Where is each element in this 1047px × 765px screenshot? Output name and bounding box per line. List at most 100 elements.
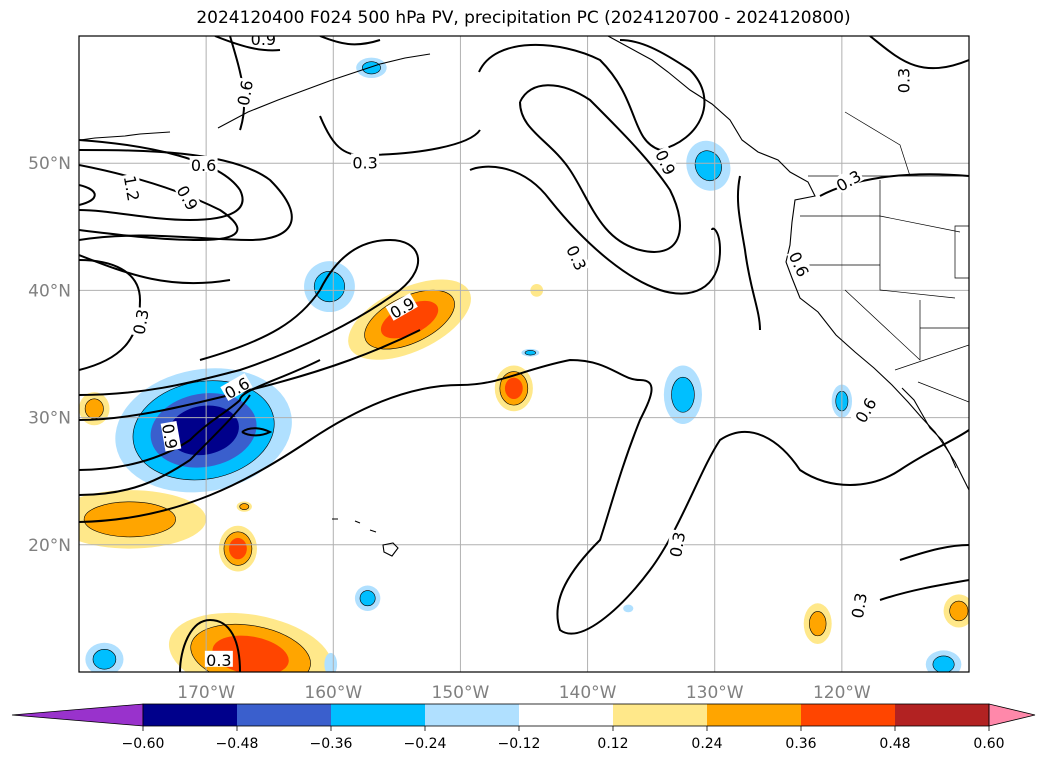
colorbar-segment <box>143 704 238 726</box>
pv-contour-label-bg <box>249 36 278 47</box>
pv-contour-label-text: 0.9 <box>251 30 276 49</box>
precip-anomaly-blob <box>85 642 124 672</box>
pv-contour-label-bg <box>786 247 814 280</box>
alaska-peninsula-coast <box>217 53 431 129</box>
colorbar-outline <box>142 703 990 727</box>
pv-contour <box>819 173 969 197</box>
longitude-label: 120°W <box>813 683 871 703</box>
pv-contour-label-text: 0.9 <box>158 422 181 450</box>
colorbar-segment <box>519 704 614 726</box>
pv-contour-label-text: 0.3 <box>130 308 153 336</box>
pv-contour <box>319 36 381 46</box>
pv-contour <box>478 39 706 152</box>
north-america-coastline <box>607 36 969 491</box>
pv-contour <box>879 579 969 601</box>
precip-level-shell <box>671 376 695 413</box>
precip-anomaly-blob <box>218 525 257 572</box>
baja-california-coastline <box>901 387 957 469</box>
precip-level-shell <box>229 537 247 560</box>
pv-contour <box>79 358 969 635</box>
precip-anomaly-blob <box>943 594 969 628</box>
pv-contour-label: 0.6 <box>233 77 257 108</box>
pv-contour <box>79 394 251 496</box>
latitude-label: 20°N <box>28 536 71 556</box>
pv-contour-label: 0.3 <box>204 650 233 670</box>
longitude-label: 130°W <box>686 683 744 703</box>
precip-anomaly-blob <box>623 604 634 613</box>
colorbar-tick-label: 0.12 <box>597 736 628 752</box>
precip-level-shell <box>359 590 376 607</box>
pv-contour-label-bg <box>220 373 253 401</box>
pv-contour-label: 0.3 <box>894 66 913 95</box>
pv-contour-label-text: 1.2 <box>120 174 143 202</box>
pv-contour <box>179 618 241 672</box>
pv-contour-label: 0.6 <box>189 156 218 175</box>
precip-level-shell <box>313 271 346 303</box>
pv-contour <box>79 259 142 371</box>
precip-level-shell <box>524 350 536 356</box>
pv-contour <box>79 184 96 206</box>
colorbar-segment <box>425 704 520 726</box>
precip-anomaly-blob <box>79 392 110 426</box>
pv-contour <box>869 36 969 70</box>
precip-level-shell <box>83 501 176 538</box>
pv-contour-label-bg <box>564 241 591 274</box>
map-title: 2024120400 F024 500 hPa PV, precipitatio… <box>196 8 851 28</box>
precip-anomaly-blob <box>354 585 381 611</box>
pv-contour-label-bg <box>189 156 218 173</box>
pv-contour-label-text: 0.3 <box>206 651 231 670</box>
colorbar-extend-high <box>988 703 1036 727</box>
pv-contour-label: 1.2 <box>120 172 144 204</box>
pv-contour-label-text: 0.3 <box>848 591 871 619</box>
pv-contour <box>469 165 722 295</box>
colorbar-extend-low <box>11 703 144 727</box>
colorbar-tick-label: −0.60 <box>122 736 165 752</box>
colorbar-tick-label: 0.36 <box>785 736 816 752</box>
pv-contour-label-bg <box>665 529 687 560</box>
precip-anomaly-blob <box>356 57 387 78</box>
pv-contour-label-text: 0.6 <box>234 79 257 107</box>
pv-contour-label: 0.9 <box>158 420 182 452</box>
precip-level-shell <box>324 652 338 672</box>
colorbar-segment <box>707 704 802 726</box>
map-frame <box>78 35 970 673</box>
pv-contour-lines <box>79 36 969 672</box>
latitude-label: 50°N <box>28 154 71 174</box>
colorbar-tick-label: −0.36 <box>310 736 353 752</box>
pv-contour <box>736 175 761 331</box>
pv-contour-label: 0.3 <box>847 590 871 621</box>
precip-anomaly-blob <box>494 365 533 412</box>
colorbar-segment <box>895 704 990 726</box>
precip-level-shell <box>949 600 969 622</box>
pv-contour <box>79 149 293 242</box>
colorbar-segment <box>331 704 426 726</box>
precip-anomaly-blob <box>79 490 207 549</box>
pv-contour-label-bg <box>653 145 680 179</box>
pv-contour-label: 0.3 <box>665 529 689 560</box>
colorbar-tick-label: 0.60 <box>973 736 1004 752</box>
pv-contour-label-bg <box>847 590 869 621</box>
latitude-label: 40°N <box>28 281 71 301</box>
precip-level-shell <box>380 300 439 339</box>
precip-anomaly-blob <box>304 261 355 313</box>
colorbar-segment <box>613 704 708 726</box>
precip-level-shell <box>92 649 117 670</box>
precip-level-shell <box>809 611 827 637</box>
precip-level-shell <box>623 604 634 613</box>
latitude-label: 30°N <box>28 409 71 429</box>
precip-level-shell <box>239 503 250 510</box>
aleutian-islands <box>79 131 171 141</box>
longitude-label: 140°W <box>559 683 617 703</box>
pv-contour-label-text: 0.6 <box>191 156 216 175</box>
pv-contour-label-bg <box>160 420 182 452</box>
colorbar-tick-label: −0.12 <box>498 736 541 752</box>
precip-level-shell <box>361 61 381 75</box>
colorbar-tick-label: 0.24 <box>691 736 722 752</box>
precip-level-shell <box>84 398 104 419</box>
pv-contour-label: 0.3 <box>129 306 153 337</box>
precip-level-shell <box>932 655 955 672</box>
pv-contour <box>214 36 281 52</box>
precip-level-shell <box>504 377 523 400</box>
pv-contour-label-bg <box>174 181 203 214</box>
